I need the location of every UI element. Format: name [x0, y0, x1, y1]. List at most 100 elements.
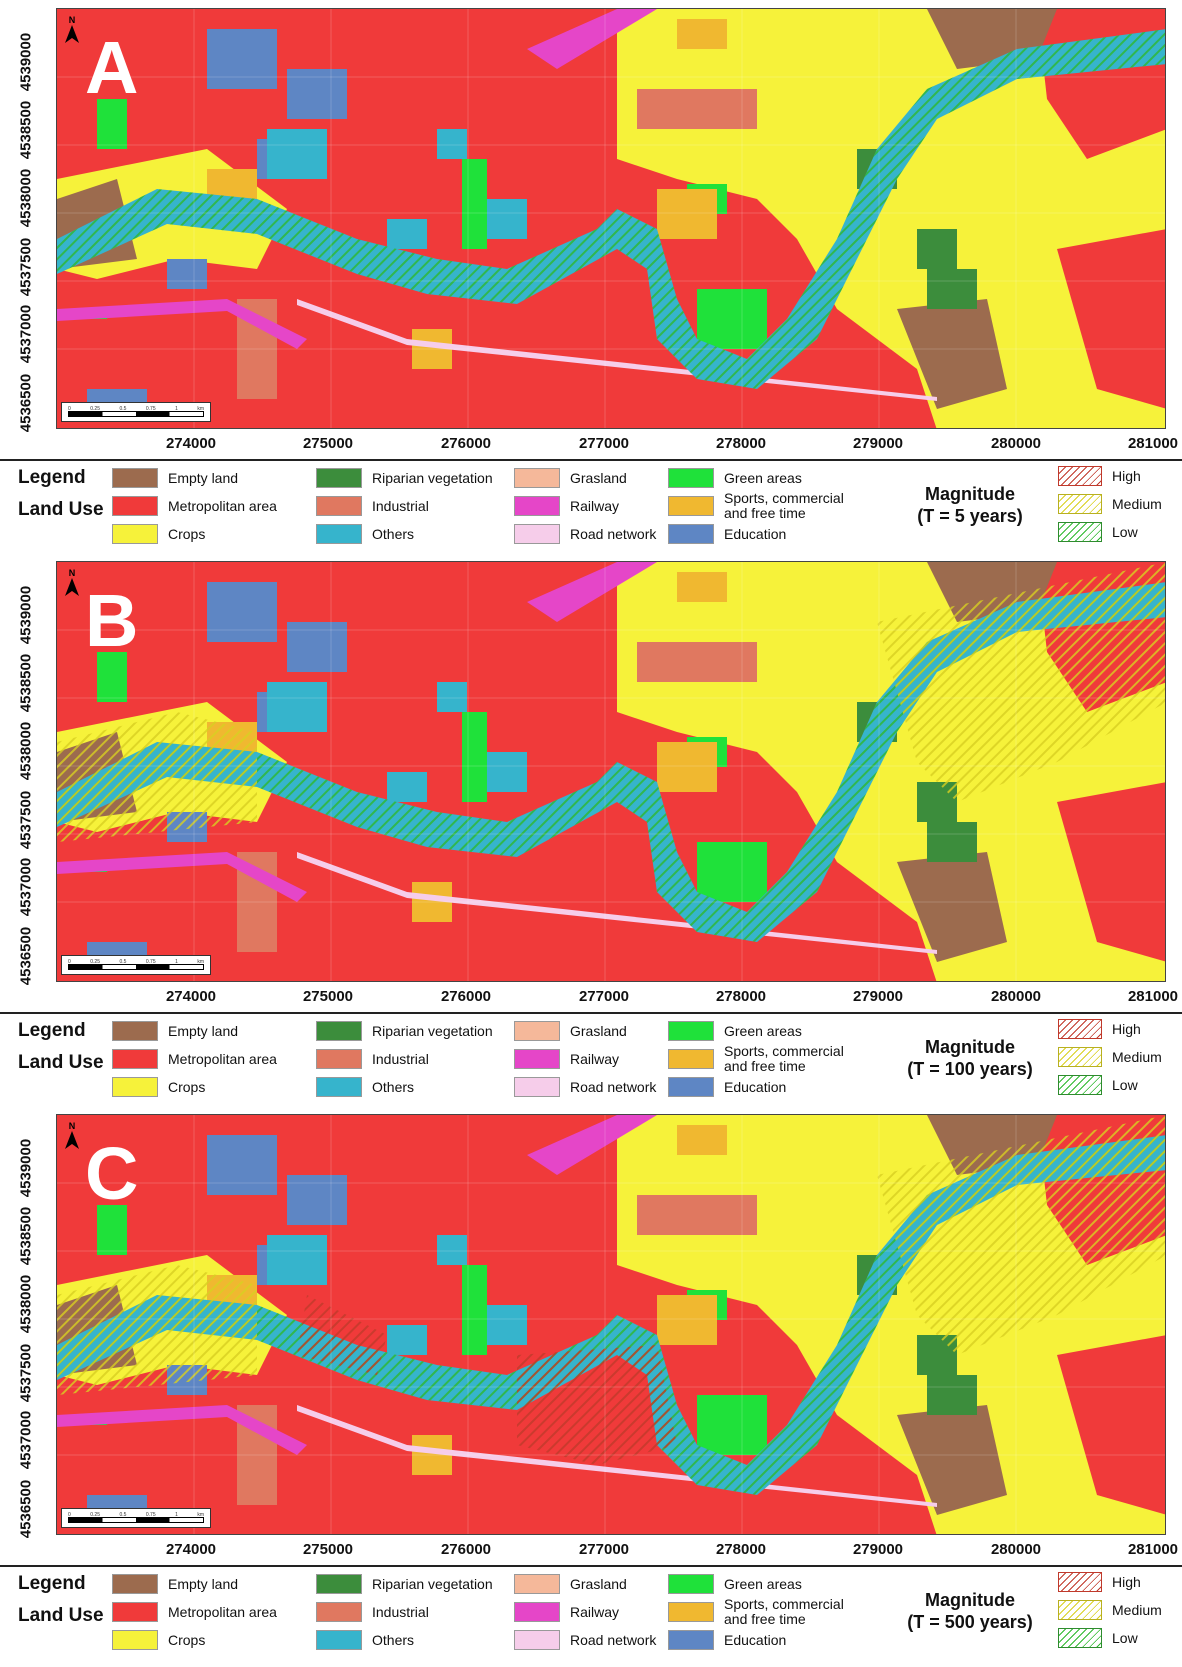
land-sports [677, 19, 727, 49]
magnitude-period: (T = 5 years) [917, 506, 1023, 526]
magnitude-swatch [1058, 1019, 1102, 1039]
legend-item: Road network [514, 523, 656, 545]
scale-unit: km [197, 406, 204, 412]
x-tick-label: 280000 [990, 435, 1042, 452]
legend-swatch [112, 1021, 158, 1041]
legend-swatch [316, 1630, 362, 1650]
legend-label: Empty land [168, 1576, 239, 1592]
railway [527, 9, 657, 69]
legend-swatch [668, 1021, 714, 1041]
land-education [167, 259, 207, 289]
land-others [437, 682, 467, 712]
legend-swatch [668, 524, 714, 544]
scale-bar-ticks: 0 0.25 0.5 0.75 1 km [68, 959, 204, 965]
y-tick-label: 4537500 [17, 237, 35, 297]
legend-label: Sports, commercial and free time [724, 1043, 844, 1074]
land-industrial [637, 1195, 757, 1235]
legend-label: Riparian vegetation [372, 1576, 493, 1592]
flood-medium-hatch [57, 1265, 257, 1395]
x-tick-label: 277000 [578, 988, 630, 1005]
y-tick-label: 4538000 [17, 168, 35, 228]
y-tick-label: 4536500 [17, 1479, 35, 1539]
magnitude-title: Magnitude (T = 100 years) [880, 1036, 1060, 1080]
legend-label: Industrial [372, 498, 429, 514]
legend-title: Legend [18, 467, 86, 488]
legend-label: Grasland [570, 1023, 627, 1039]
legend: Legend Land Use Empty land Metropolitan are… [0, 1565, 1182, 1667]
land-others [387, 772, 427, 802]
land-others [387, 1325, 427, 1355]
y-tick-label: 4539000 [17, 585, 35, 645]
magnitude-level-label: High [1112, 468, 1141, 484]
legend-swatch [112, 1049, 158, 1069]
magnitude-item: Medium [1058, 1599, 1162, 1621]
scale-tick: 1 [175, 406, 178, 412]
land-education [207, 582, 277, 642]
legend-swatch [112, 1630, 158, 1650]
legend-label: Others [372, 526, 415, 542]
x-tick-label: 278000 [715, 1541, 767, 1558]
legend-label: Industrial [372, 1051, 429, 1067]
legend-item: Riparian vegetation [316, 467, 493, 489]
y-axis-labels: 4536500 4537000 4537500 4538000 4538500 45390… [0, 561, 50, 985]
legend-label: Grasland [570, 1576, 627, 1592]
legend-swatch [514, 524, 560, 544]
legend-label: Road network [570, 1079, 657, 1095]
flood-medium-hatch [57, 712, 257, 842]
land-industrial [637, 89, 757, 129]
land-use-map [57, 9, 1165, 428]
y-tick-label: 4538500 [17, 100, 35, 160]
magnitude-swatch [1058, 494, 1102, 514]
flood-low-hatch [57, 29, 1165, 389]
land-education [287, 1175, 347, 1225]
x-tick-label: 276000 [440, 1541, 492, 1558]
scale-tick: 0.5 [119, 959, 127, 965]
land-riparian [927, 822, 977, 862]
x-tick-label: 274000 [165, 1541, 217, 1558]
scale-unit: km [197, 959, 204, 965]
land-green [697, 1395, 767, 1455]
magnitude-period: (T = 100 years) [907, 1059, 1033, 1079]
land-riparian [917, 229, 957, 269]
land-green [97, 99, 127, 149]
legend-label: Metropolitan area [168, 1051, 277, 1067]
panel-letter: C [85, 1132, 139, 1215]
legend-label: Empty land [168, 1023, 239, 1039]
legend-swatch [514, 1021, 560, 1041]
map-view[interactable]: B N 0 0.25 0.5 0.75 1 km [56, 561, 1166, 982]
legend-swatch [668, 1602, 714, 1622]
magnitude-level-label: Medium [1112, 1602, 1162, 1618]
legend-swatch [112, 1077, 158, 1097]
legend-swatch [112, 524, 158, 544]
map-view[interactable]: C N 0 0.25 0.5 0.75 1 km [56, 1114, 1166, 1535]
scale-tick: 0.5 [119, 406, 127, 412]
scale-unit: km [197, 1512, 204, 1518]
legend-item: Railway [514, 1048, 619, 1070]
legend-item: Sports, commercial and free time [668, 1044, 864, 1074]
x-tick-label: 280000 [990, 1541, 1042, 1558]
legend-swatch [514, 496, 560, 516]
scale-tick: 0.5 [119, 1512, 127, 1518]
scale-tick: 0 [68, 406, 71, 412]
legend-item: Railway [514, 495, 619, 517]
scale-tick: 0 [68, 959, 71, 965]
legend-swatch [514, 1602, 560, 1622]
legend-label: Industrial [372, 1604, 429, 1620]
railway [57, 299, 307, 349]
legend-swatch [514, 468, 560, 488]
legend-swatch [668, 1049, 714, 1069]
scale-tick: 0 [68, 1512, 71, 1518]
map-view[interactable]: A N 0 0.25 0.5 0.75 1 km [56, 8, 1166, 429]
legend-item: Metropolitan area [112, 1601, 277, 1623]
x-tick-label: 280000 [990, 988, 1042, 1005]
legend-swatch [668, 1630, 714, 1650]
land-metropolitan-se [1057, 782, 1165, 962]
y-tick-label: 4539000 [17, 32, 35, 92]
legend-swatch [668, 1574, 714, 1594]
magnitude-swatch [1058, 1075, 1102, 1095]
x-tick-label: 279000 [852, 1541, 904, 1558]
legend-item: Sports, commercial and free time [668, 1597, 864, 1627]
legend-label: Road network [570, 526, 657, 542]
x-tick-label: 275000 [302, 435, 354, 452]
magnitude-item: High [1058, 1571, 1141, 1593]
